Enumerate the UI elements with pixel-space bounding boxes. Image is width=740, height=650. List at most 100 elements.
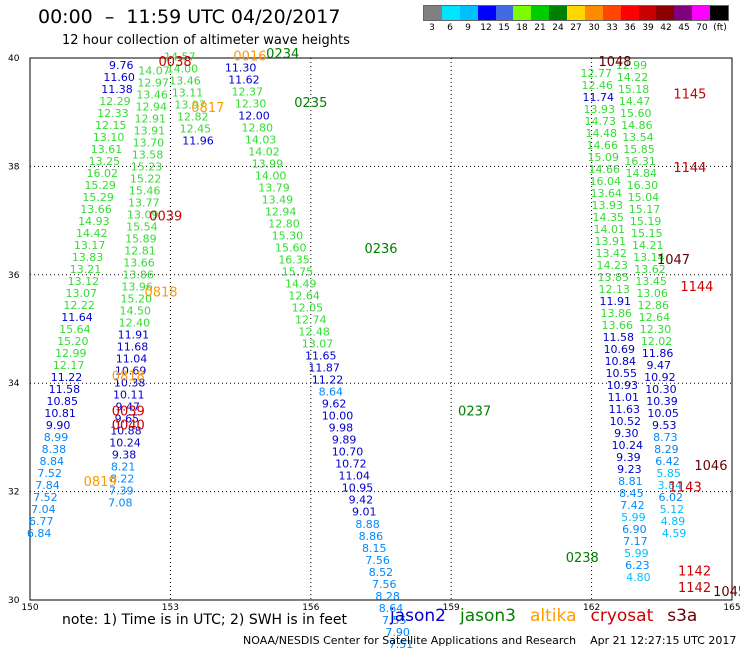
wave-height-value: 14.07: [138, 64, 170, 77]
wave-height-value: 13.61: [91, 143, 123, 156]
wave-height-value: 8.52: [369, 566, 394, 579]
wave-height-value: 11.62: [228, 74, 260, 87]
wave-height-value: 15.23: [131, 160, 163, 173]
wave-height-value: 16.30: [627, 179, 659, 192]
wave-height-value: 13.06: [636, 287, 668, 300]
wave-height-value: 12.30: [640, 323, 672, 336]
wave-height-value: 14.42: [76, 227, 108, 240]
wave-height-value: 12.64: [639, 311, 671, 324]
wave-height-value: 6.84: [27, 527, 52, 540]
color-swatch: [584, 6, 603, 20]
wave-height-value: 13.93: [592, 199, 624, 212]
wave-height-value: 13.14: [633, 251, 665, 264]
wave-height-value: 8.15: [362, 542, 387, 555]
wave-height-value: 14.00: [167, 63, 199, 76]
wave-height-value: 13.86: [601, 307, 633, 320]
legend-item-altika: altika: [530, 606, 577, 626]
wave-height-value: 14.48: [586, 127, 618, 140]
wave-height-value: 7.52: [33, 491, 58, 504]
color-scale-label: 12: [480, 23, 492, 33]
wave-height-value: 9.23: [617, 463, 642, 476]
color-scale-label: 30: [588, 23, 600, 33]
color-scale-label: 33: [606, 23, 618, 33]
pass-time-label: 1144: [673, 161, 706, 176]
wave-height-value: 14.03: [245, 134, 277, 147]
color-swatch: [692, 6, 710, 20]
pass-time-label: 0016: [233, 50, 266, 65]
wave-height-value: 7.56: [372, 578, 397, 591]
wave-height-value: 13.79: [258, 182, 290, 195]
wave-height-value: 15.46: [129, 184, 161, 197]
color-scale-label: 45: [678, 23, 690, 33]
wave-height-value: 3.84: [657, 479, 682, 492]
wave-height-value: 12.45: [180, 123, 212, 136]
wave-height-value: 9.39: [616, 451, 641, 464]
wave-height-value: 8.45: [619, 487, 644, 500]
wave-height-value: 4.80: [626, 571, 651, 584]
wave-height-value: 13.91: [134, 124, 166, 137]
wave-height-value: 14.84: [625, 167, 657, 180]
wave-height-value: 11.01: [608, 391, 640, 404]
wave-height-value: 11.04: [116, 352, 148, 365]
wave-height-value: 8.88: [355, 518, 380, 531]
y-tick-label: 36: [8, 271, 20, 281]
wave-height-value: 9.90: [46, 419, 71, 432]
pass-time-label: 1045: [713, 585, 740, 600]
wave-height-value: 11.30: [225, 62, 257, 75]
wave-height-value: 16.02: [87, 167, 119, 180]
wave-height-value: 14.86: [621, 119, 653, 132]
wave-height-value: 6.23: [625, 559, 650, 572]
wave-height-value: 11.86: [642, 347, 674, 360]
wave-height-value: 12.94: [265, 206, 297, 219]
wave-height-value: 15.54: [126, 220, 158, 233]
credit-line: NOAA/NESDIS Center for Satellite Applica…: [243, 634, 737, 647]
pass-time-label: 0818: [144, 285, 177, 300]
wave-height-value: 15.29: [84, 179, 116, 192]
color-swatch: [602, 6, 621, 20]
color-scale-label: 70: [696, 23, 708, 33]
wave-height-value: 5.12: [660, 503, 685, 516]
wave-height-value: 13.96: [121, 280, 153, 293]
wave-height-value: 13.66: [602, 319, 634, 332]
wave-height-value: 13.46: [136, 88, 168, 101]
color-swatch: [531, 6, 550, 20]
wave-height-value: 7.90: [385, 626, 410, 639]
wave-height-value: 15.89: [125, 232, 157, 245]
wave-height-value: 13.66: [123, 256, 155, 269]
wave-height-value: 11.96: [182, 135, 214, 148]
wave-height-value: 8.86: [359, 530, 384, 543]
chart-title: 00:00 – 11:59 UTC 04/20/2017: [38, 6, 341, 28]
wave-height-value: 14.73: [585, 115, 617, 128]
wave-height-value: 10.55: [606, 367, 638, 380]
wave-height-value: 10.81: [44, 407, 76, 420]
x-tick-label: 162: [583, 603, 600, 613]
wave-height-value: 7.84: [35, 479, 60, 492]
color-swatch: [638, 6, 657, 20]
wave-height-value: 10.85: [47, 395, 79, 408]
wave-height-value: 12.82: [177, 111, 209, 124]
wave-height-value: 15.85: [623, 143, 655, 156]
wave-height-value: 8.21: [111, 460, 136, 473]
wave-height-value: 11.38: [101, 83, 133, 96]
wave-height-value: 11.91: [118, 328, 150, 341]
x-tick-label: 165: [723, 603, 740, 613]
wave-height-value: 11.58: [603, 331, 635, 344]
wave-height-value: 13.91: [595, 235, 627, 248]
wave-height-value: 15.29: [82, 191, 114, 204]
wave-height-value: 9.47: [116, 400, 141, 413]
y-tick-label: 40: [8, 54, 20, 64]
wave-height-value: 13.85: [598, 271, 630, 284]
pass-time-label: 0038: [159, 55, 192, 70]
wave-height-value: 7.51: [389, 638, 414, 650]
wave-height-value: 15.30: [272, 230, 304, 243]
wave-height-value: 12.22: [63, 299, 95, 312]
pass-time-label: 1143: [669, 481, 702, 496]
pass-time-label: 0818: [112, 369, 145, 384]
color-scale-label: 9: [465, 23, 471, 33]
wave-height-value: 6.42: [655, 455, 680, 468]
wave-height-value: 13.12: [68, 275, 100, 288]
wave-height-value: 6.02: [659, 491, 684, 504]
color-swatch: [567, 6, 585, 20]
wave-height-value: 10.93: [607, 379, 639, 392]
x-tick-label: 153: [162, 603, 179, 613]
